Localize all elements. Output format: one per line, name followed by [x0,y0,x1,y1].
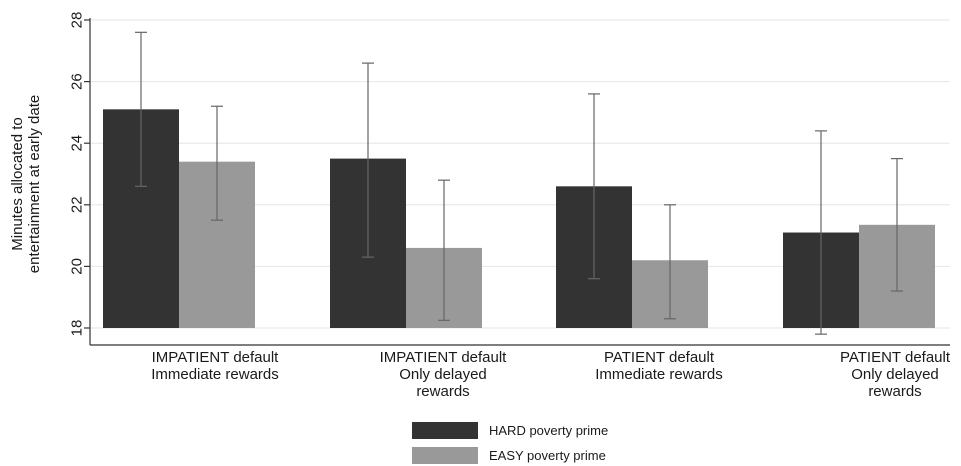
category-label-line: PATIENT default [604,349,715,366]
category-label-line: Only delayed [851,366,939,383]
category-label: PATIENT default Immediate rewards [595,349,723,383]
y-axis-title-line: entertainment at early date [26,95,43,273]
category-label-line: IMPATIENT default [152,349,280,366]
category-labels: IMPATIENT default Immediate rewardsIMPATI… [151,349,951,400]
axes [84,18,950,346]
category-label: PATIENT default Only delayed rewards [840,349,951,400]
y-axis-label: Minutes allocated toentertainment at ear… [9,95,43,273]
category-label-line: Only delayed [399,366,487,383]
y-tick-labels: 18 20 22 24 26 28 [68,12,85,337]
category-label-line: rewards [416,383,469,400]
category-label: IMPATIENT default Immediate rewards [151,349,279,383]
category-label-line: IMPATIENT default [380,349,508,366]
y-tick-label: 18 [68,320,85,337]
y-tick-label: 28 [68,12,85,29]
y-tick-label: 20 [68,258,85,275]
y-tick-label: 22 [68,196,85,213]
legend-swatch [412,447,478,464]
y-tick-label: 26 [68,73,85,90]
y-axis-title: Minutes allocated toentertainment at ear… [9,95,43,273]
legend-swatch [412,422,478,439]
legend: HARD poverty prime EASY poverty prime [412,422,608,464]
y-axis-title-line: Minutes allocated to [9,117,26,250]
error-bars [135,31,903,335]
category-label-line: PATIENT default [840,349,951,366]
category-label-line: rewards [868,383,921,400]
y-tick-label: 24 [68,135,85,152]
legend-label: HARD poverty prime [489,423,608,438]
category-label: IMPATIENT default Only delayed rewards [380,349,508,400]
category-label-line: Immediate rewards [595,366,723,383]
bars [103,109,935,328]
category-label-line: Immediate rewards [151,366,279,383]
legend-label: EASY poverty prime [489,448,606,463]
